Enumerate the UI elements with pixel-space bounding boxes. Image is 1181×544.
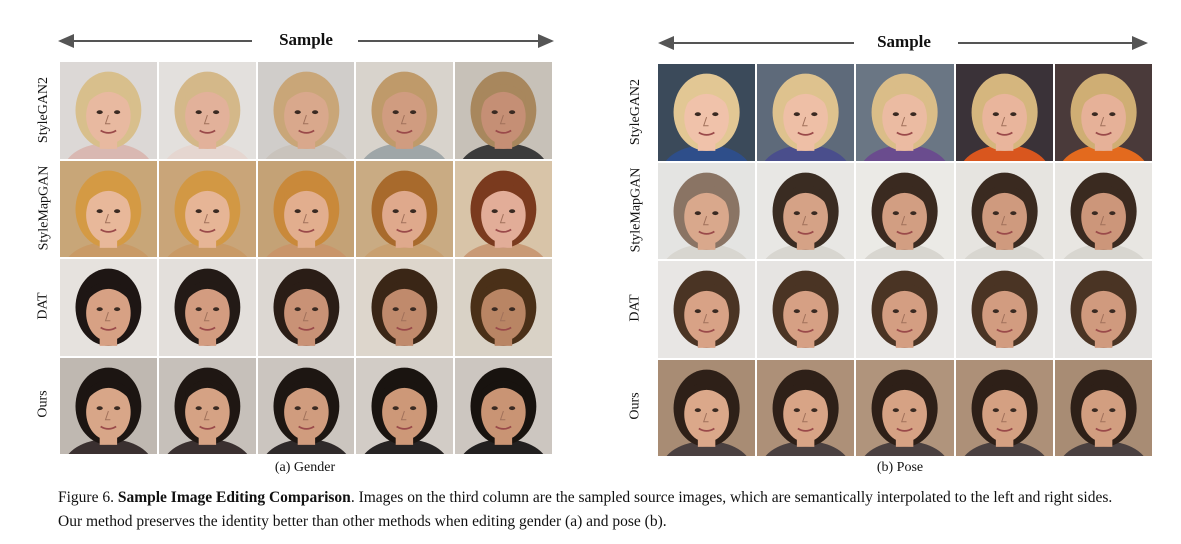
face-thumbnail [658,162,756,259]
image-grid-pose [658,64,1152,456]
sub-caption-pose: (b) Pose [876,460,924,475]
row-label-ours: Ours [628,392,644,420]
face-thumbnail [60,259,157,356]
caption-prefix: Figure 6. [58,489,114,506]
sample-label: Sample [279,30,333,49]
face-thumbnail [1054,162,1152,259]
face-thumbnail [658,261,756,358]
face-thumbnail [455,160,552,257]
face-thumbnail [1054,64,1152,161]
sample-arrow: Sample [658,32,1148,54]
face-thumbnail [257,62,355,159]
face-thumbnail [757,261,855,358]
face-thumbnail [955,162,1053,259]
caption-title: Sample Image Editing Comparison [117,489,351,506]
face-thumbnail [455,259,552,356]
row-label-dat: DAT [36,292,52,320]
image-grid-gender [60,62,552,454]
face-thumbnail [856,64,954,161]
arrow-right-icon [538,34,554,48]
face-thumbnail [856,162,954,259]
arrow-left-icon [658,36,674,50]
face-thumbnail [257,259,355,356]
face-thumbnail [955,359,1053,456]
arrow-right-icon [1132,36,1148,50]
face-thumbnail [257,357,355,454]
face-thumbnail [757,359,855,456]
face-thumbnail [60,357,157,454]
face-thumbnail [356,62,454,159]
row-label-stylemapgan: StyleMapGAN [628,167,643,253]
face-thumbnail [856,359,954,456]
face-thumbnail [356,259,454,356]
row-label-stylegan2: StyleGAN2 [36,76,51,144]
face-thumbnail [60,62,157,159]
face-thumbnail [455,62,552,159]
face-thumbnail [955,64,1053,161]
face-thumbnail [158,357,256,454]
sub-caption-gender: (a) Gender [274,460,336,475]
arrow-left-icon [58,34,74,48]
face-thumbnail [1054,261,1152,358]
caption-body: . Images on the third column are the sam… [58,489,1113,530]
panel-gender: Sample StyleGAN2 StyleMapGAN DAT Ours (a… [0,0,560,480]
face-thumbnail [158,259,256,356]
row-label-stylegan2: StyleGAN2 [628,78,643,146]
sample-arrow: Sample [58,30,554,52]
face-thumbnail [856,261,954,358]
sample-label: Sample [877,32,931,51]
face-thumbnail [658,64,756,161]
row-label-dat: DAT [628,294,644,322]
face-thumbnail [955,261,1053,358]
face-thumbnail [757,162,855,259]
face-thumbnail [356,160,454,257]
row-label-stylemapgan: StyleMapGAN [36,165,51,251]
figure-caption: Figure 6. Sample Image Editing Compariso… [58,486,1138,534]
face-thumbnail [757,64,855,161]
face-thumbnail [158,62,256,159]
face-thumbnail [257,160,355,257]
face-thumbnail [455,357,552,454]
panel-pose: Sample StyleGAN2 StyleMapGAN DAT Ours (b… [618,0,1181,480]
face-thumbnail [60,160,157,257]
face-thumbnail [158,160,256,257]
row-label-ours: Ours [36,390,52,418]
face-thumbnail [658,359,756,456]
face-thumbnail [1054,359,1152,456]
face-thumbnail [356,357,454,454]
